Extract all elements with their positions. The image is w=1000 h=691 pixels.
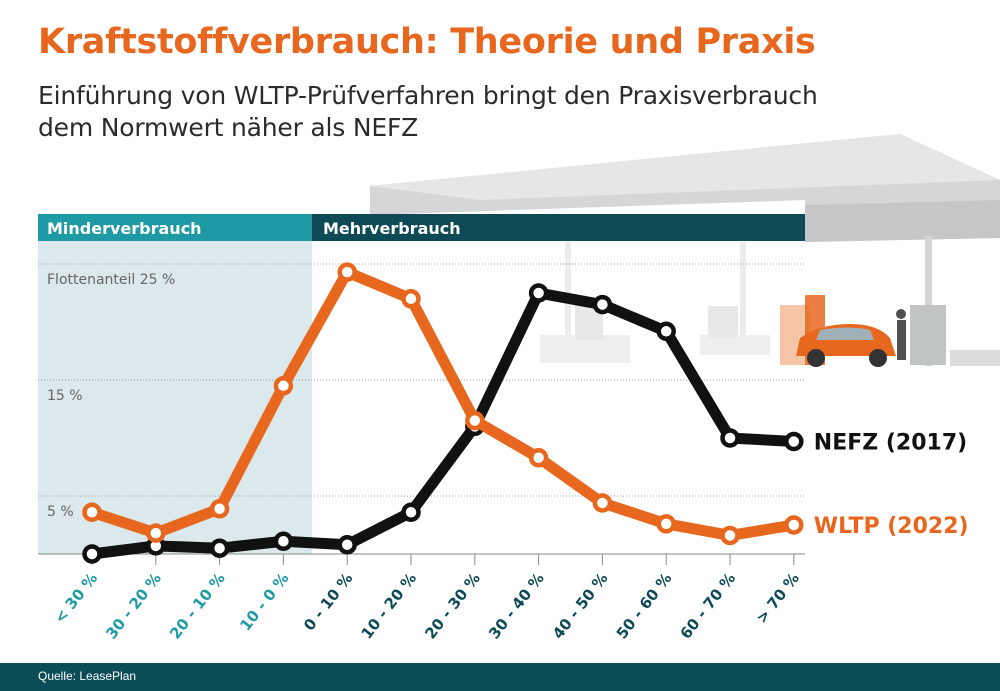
series-labels: NEFZ (2017) WLTP (2022) <box>814 430 969 539</box>
band-header-mehrverbrauch <box>312 214 805 241</box>
data-point <box>82 502 102 522</box>
data-point <box>146 523 166 543</box>
series-lines <box>82 262 804 564</box>
x-axis-label: 0 - 10 % <box>300 569 356 634</box>
x-axis-label: 30 - 20 % <box>102 569 165 642</box>
data-point <box>592 294 613 315</box>
x-axis-label: 60 - 70 % <box>677 569 740 642</box>
data-point <box>656 321 676 342</box>
data-point <box>209 538 230 558</box>
source-note: Quelle: LeasePlan <box>38 669 137 683</box>
data-point <box>273 376 294 396</box>
data-point <box>465 410 485 431</box>
chart-subtitle: Einführung von WLTP-Prüfverfahren bringt… <box>38 80 818 144</box>
data-point <box>273 531 294 551</box>
x-axis-labels: < 30 % 30 - 20 % 20 - 10 % 10 - 0 % 0 - 10 %… <box>51 569 803 642</box>
data-point <box>592 493 613 513</box>
data-point <box>720 525 740 546</box>
x-axis-label: 30 - 40 % <box>485 569 548 642</box>
data-point <box>784 431 804 452</box>
grid-lines <box>38 241 805 554</box>
minderverbrauch-shade <box>38 241 312 554</box>
y-axis-label: 15 % <box>47 388 83 404</box>
x-axis-label: 50 - 60 % <box>613 569 676 642</box>
band-header-minderverbrauch <box>38 214 312 241</box>
subtitle-line-1: Einführung von WLTP-Prüfverfahren bringt… <box>38 81 818 110</box>
chart-canvas: Minderverbrauch Mehrverbrauch Flottenant… <box>38 134 1000 642</box>
band-label-mehrverbrauch: Mehrverbrauch <box>323 219 461 238</box>
series-label: NEFZ (2017) <box>814 430 967 455</box>
band-label-minderverbrauch: Minderverbrauch <box>47 219 202 238</box>
x-axis-label: 20 - 10 % <box>166 569 229 642</box>
x-axis-label: < 30 % <box>51 569 101 627</box>
data-point <box>528 447 549 468</box>
data-point <box>401 502 421 522</box>
x-axis-ticks <box>91 554 795 565</box>
data-point <box>337 262 357 282</box>
data-point <box>337 534 357 555</box>
x-axis-label: > 70 % <box>752 569 802 627</box>
subtitle-line-2: dem Normwert näher als NEFZ <box>38 113 419 142</box>
chart-title: Kraftstoffverbrauch: Theorie und Praxis <box>38 22 816 62</box>
gas-station-illustration <box>370 134 1000 367</box>
footer-bar: Quelle: LeasePlan <box>0 663 1000 691</box>
x-axis-label: 10 - 20 % <box>358 569 421 642</box>
data-point <box>82 544 102 564</box>
data-point <box>720 428 740 448</box>
data-point <box>656 514 676 534</box>
x-axis-label: 40 - 50 % <box>549 569 612 642</box>
series-label: WLTP (2022) <box>814 514 969 539</box>
series-line-1 <box>86 266 800 541</box>
x-axis-label: 20 - 30 % <box>421 569 484 642</box>
data-point <box>401 289 421 309</box>
data-point <box>209 499 230 519</box>
y-axis-label: Flottenanteil 25 % <box>47 272 175 288</box>
y-axis-labels: Flottenanteil 25 % 15 % 5 % <box>47 272 175 520</box>
data-point <box>784 515 804 535</box>
data-point <box>528 283 549 303</box>
series-line-0 <box>86 287 800 560</box>
x-axis-label: 10 - 0 % <box>236 569 292 634</box>
y-axis-label: 5 % <box>47 504 74 520</box>
